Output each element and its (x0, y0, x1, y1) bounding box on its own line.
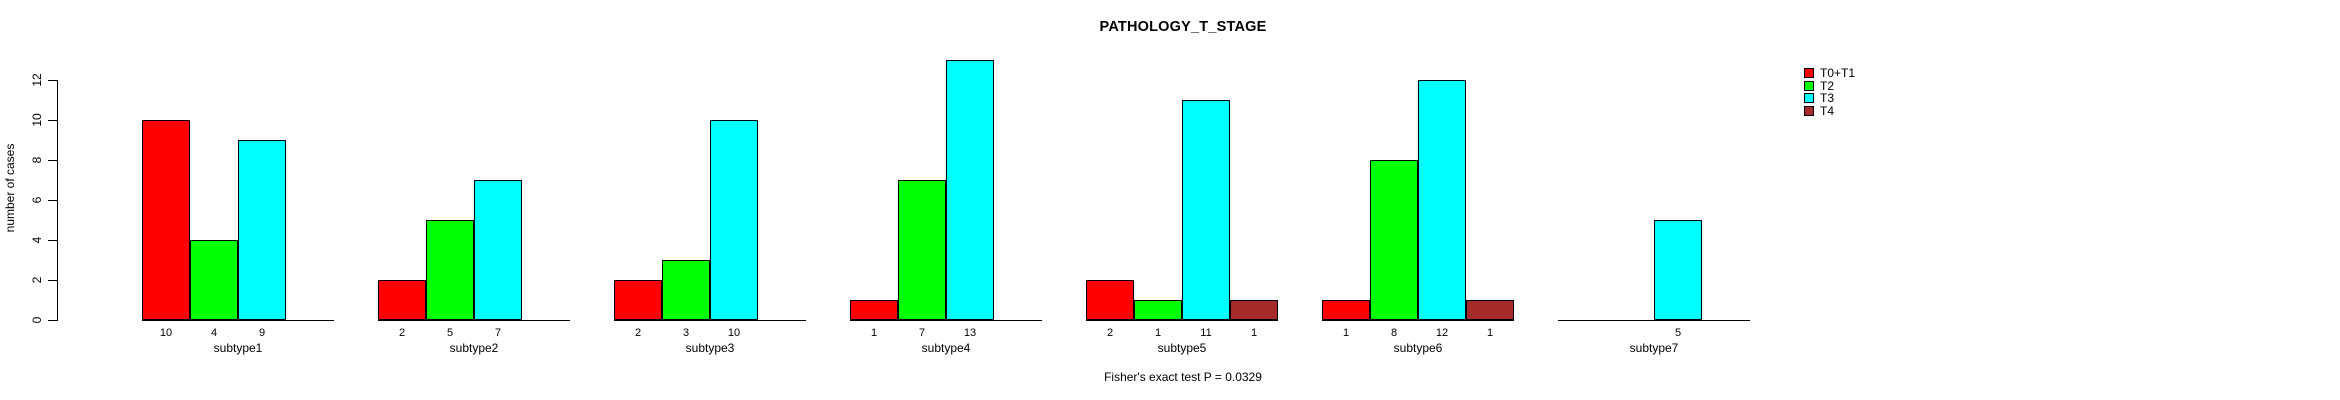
bar-subtype5-T3 (1182, 100, 1230, 320)
category-label-subtype7: subtype7 (1629, 341, 1679, 355)
bar-value-label: 5 (1674, 327, 1682, 339)
legend-swatch-T4 (1804, 106, 1814, 117)
y-axis-label: number of cases (3, 143, 17, 233)
bar-subtype2-T2 (426, 220, 474, 320)
bar-value-label: 11 (1200, 327, 1212, 339)
bar-subtype2-T3 (474, 180, 522, 320)
bar-subtype5-T0+T1 (1086, 280, 1134, 320)
y-tick (48, 240, 57, 241)
bar-value-label: 10 (159, 327, 173, 339)
bar-value-label: 2 (398, 327, 406, 339)
y-tick-label: 12 (30, 73, 44, 87)
bar-value-label: 1 (1342, 327, 1350, 339)
legend-label: T4 (1820, 104, 1835, 119)
bar-subtype6-T2 (1370, 160, 1418, 320)
bar-value-label: 2 (634, 327, 642, 339)
category-label-subtype5: subtype5 (1157, 341, 1207, 355)
y-tick (48, 120, 57, 121)
category-label-subtype2: subtype2 (449, 341, 499, 355)
bar-value-label: 3 (682, 327, 690, 339)
chart-title: PATHOLOGY_T_STAGE (1099, 19, 1267, 35)
y-tick-label: 2 (30, 276, 44, 284)
category-label-subtype3: subtype3 (685, 341, 735, 355)
bar-value-label: 10 (727, 327, 741, 339)
legend-entry-T3: T3 (1804, 92, 1855, 105)
bar-value-label: 7 (494, 327, 502, 339)
bar-value-label: 8 (1390, 327, 1398, 339)
y-tick-label: 6 (30, 196, 44, 204)
group-baseline (1558, 320, 1750, 321)
legend-label: T2 (1820, 78, 1835, 93)
legend-label: T3 (1820, 91, 1835, 106)
bar-subtype6-T0+T1 (1322, 300, 1370, 320)
bar-subtype1-T2 (190, 240, 238, 320)
bar-subtype7-T3 (1654, 220, 1702, 320)
category-label-subtype4: subtype4 (921, 341, 971, 355)
y-tick (48, 200, 57, 201)
y-tick (48, 320, 57, 321)
bar-value-label: 1 (1250, 327, 1258, 339)
bar-subtype4-T0+T1 (850, 300, 898, 320)
y-tick-label: 0 (30, 316, 44, 324)
group-baseline (850, 320, 1042, 321)
bar-subtype5-T4 (1230, 300, 1278, 320)
legend-entry-T4: T4 (1804, 105, 1855, 118)
group-baseline (142, 320, 334, 321)
legend: T0+T1 T2 T3 T4 (1804, 67, 1855, 117)
bar-subtype6-T3 (1418, 80, 1466, 320)
bar-subtype3-T0+T1 (614, 280, 662, 320)
bar-subtype1-T3 (238, 140, 286, 320)
bar-subtype3-T3 (710, 120, 758, 320)
legend-entry-T0+T1: T0+T1 (1804, 67, 1855, 80)
bar-subtype4-T3 (946, 60, 994, 320)
legend-entry-T2: T2 (1804, 80, 1855, 93)
group-baseline (1322, 320, 1514, 321)
bar-subtype3-T2 (662, 260, 710, 320)
legend-swatch-T0+T1 (1804, 68, 1814, 79)
legend-label: T0+T1 (1820, 66, 1856, 81)
bar-subtype6-T4 (1466, 300, 1514, 320)
bar-value-label: 1 (1486, 327, 1494, 339)
bar-value-label: 1 (870, 327, 878, 339)
y-tick-label: 4 (30, 236, 44, 244)
category-label-subtype1: subtype1 (213, 341, 263, 355)
y-tick-label: 8 (30, 156, 44, 164)
legend-swatch-T3 (1804, 93, 1814, 104)
category-label-subtype6: subtype6 (1393, 341, 1443, 355)
fisher-test-annotation: Fisher's exact test P = 0.0329 (1104, 370, 1262, 384)
bar-value-label: 12 (1435, 327, 1449, 339)
bar-subtype1-T0+T1 (142, 120, 190, 320)
group-baseline (1086, 320, 1278, 321)
bar-value-label: 5 (446, 327, 454, 339)
group-baseline (614, 320, 806, 321)
y-axis-line (57, 80, 58, 321)
bar-value-label: 7 (918, 327, 926, 339)
bar-value-label: 13 (963, 327, 977, 339)
y-tick-label: 10 (30, 113, 44, 127)
bar-subtype4-T2 (898, 180, 946, 320)
bar-value-label: 9 (258, 327, 266, 339)
bar-subtype5-T2 (1134, 300, 1182, 320)
bar-subtype2-T0+T1 (378, 280, 426, 320)
bar-value-label: 1 (1154, 327, 1162, 339)
group-baseline (378, 320, 570, 321)
legend-swatch-T2 (1804, 80, 1814, 91)
y-tick (48, 80, 57, 81)
y-tick (48, 280, 57, 281)
bar-value-label: 2 (1106, 327, 1114, 339)
bar-value-label: 4 (210, 327, 218, 339)
y-tick (48, 160, 57, 161)
